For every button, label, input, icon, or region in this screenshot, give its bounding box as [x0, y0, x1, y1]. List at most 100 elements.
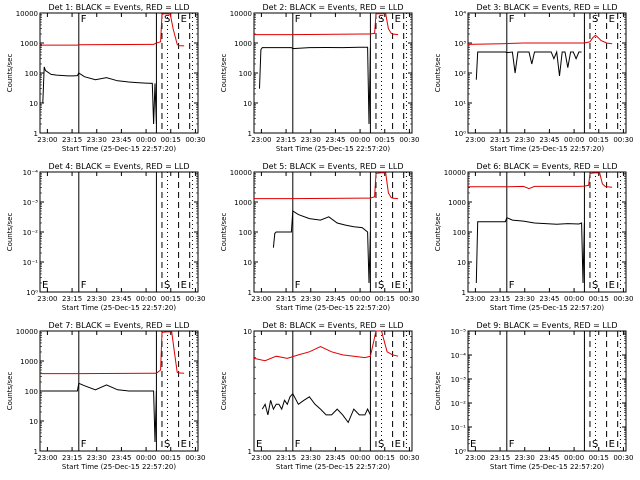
panel-title: Det 8: BLACK = Events, RED = LLD	[263, 321, 404, 330]
y-tick-label: 10⁻¹	[23, 259, 39, 267]
panel-title: Det 5: BLACK = Events, RED = LLD	[263, 162, 404, 171]
x-tick-label: 00:30	[399, 295, 419, 303]
x-tick-label: 23:00	[465, 295, 485, 303]
series-line-events	[272, 210, 371, 284]
y-tick-label: 10⁻²	[451, 400, 467, 408]
y-tick-label: 10⁻³	[23, 199, 39, 207]
x-tick-label: 23:30	[301, 295, 321, 303]
y-tick-label: 1000	[20, 40, 38, 48]
panel-det-4: Det 4: BLACK = Events, RED = LLD 10⁰ 10⁻¹ 1…	[6, 162, 206, 312]
x-tick-label: 23:15	[62, 295, 82, 303]
x-axis-label: Start Time (25-Dec-15 22:57:20)	[276, 463, 390, 471]
y-tick-label: 10¹	[454, 100, 466, 108]
marker-s: S	[378, 439, 384, 450]
x-tick-label: 00:00	[136, 295, 156, 303]
x-tick-label: 23:00	[251, 454, 271, 462]
y-tick-label: 1	[248, 448, 252, 456]
panel-title: Det 9: BLACK = Events, RED = LLD	[477, 321, 618, 330]
x-tick-label: 23:45	[539, 454, 559, 462]
y-axis-label: Counts/sec	[220, 213, 228, 252]
y-axis-label: Counts/sec	[434, 213, 442, 252]
panel-det-3: Det 3: BLACK = Events, RED = LLD 10⁰ 10¹ 10…	[434, 3, 634, 153]
x-tick-label: 23:00	[37, 295, 57, 303]
y-tick-label: 1	[248, 289, 252, 297]
panel-det-6: Det 6: BLACK = Events, RED = LLD 1 10 100 10…	[434, 162, 634, 312]
marker-e: E	[256, 439, 262, 450]
y-tick-label: 10⁻⁴	[23, 169, 39, 177]
marker-e: E	[181, 439, 187, 450]
panel-title: Det 2: BLACK = Events, RED = LLD	[263, 3, 404, 12]
marker-s: S	[592, 280, 598, 291]
x-tick-label: 00:30	[613, 295, 633, 303]
x-tick-label: 00:00	[136, 454, 156, 462]
y-tick-label: 1	[462, 289, 466, 297]
series-line-lld	[40, 13, 185, 47]
x-tick-label: 00:00	[350, 454, 370, 462]
x-tick-label: 23:45	[111, 295, 131, 303]
y-tick-label: 1000	[20, 358, 38, 366]
x-tick-label: 23:45	[325, 136, 345, 144]
x-tick-label: 00:15	[375, 136, 395, 144]
y-axis-label: Counts/sec	[434, 54, 442, 93]
marker-s: S	[592, 439, 598, 450]
marker-f: F	[509, 439, 515, 450]
y-tick-label: 10⁰	[454, 448, 466, 456]
y-tick-label: 10	[243, 328, 252, 336]
x-axis-label: Start Time (25-Dec-15 22:57:20)	[62, 463, 176, 471]
y-tick-label: 10⁴	[454, 10, 466, 18]
x-axis-label: Start Time (25-Dec-15 22:57:20)	[276, 145, 390, 153]
y-tick-label: 10000	[230, 169, 252, 177]
marker-f: F	[81, 439, 87, 450]
panel-title: Det 6: BLACK = Events, RED = LLD	[477, 162, 618, 171]
panel-det-5: Det 5: BLACK = Events, RED = LLD 1 10 100 10…	[220, 162, 420, 312]
y-tick-label: 10000	[16, 328, 38, 336]
panel-title: Det 4: BLACK = Events, RED = LLD	[49, 162, 190, 171]
x-tick-label: 23:00	[465, 454, 485, 462]
plot-frame	[39, 12, 199, 134]
x-tick-label: 23:45	[325, 454, 345, 462]
x-tick-label: 23:15	[62, 454, 82, 462]
y-axis-label: Counts/sec	[220, 54, 228, 93]
panel-det-1: Det 1: BLACK = Events, RED = LLD 1 10 100 10…	[6, 3, 206, 153]
x-tick-label: 23:45	[111, 136, 131, 144]
x-tick-label: 00:30	[185, 454, 205, 462]
marker-e: E	[181, 280, 187, 291]
y-tick-label: 100	[453, 229, 466, 237]
x-tick-label: 23:30	[515, 295, 535, 303]
panel-det-2: Det 2: BLACK = Events, RED = LLD 1 10 100 10…	[220, 3, 420, 153]
y-tick-label: 10000	[16, 10, 38, 18]
panel-det-7: Det 7: BLACK = Events, RED = LLD 1 10 100 10…	[6, 321, 206, 471]
x-tick-label: 00:30	[613, 136, 633, 144]
marker-e: E	[395, 14, 401, 25]
x-axis-label: Start Time (25-Dec-15 22:57:20)	[62, 304, 176, 312]
y-tick-label: 10	[29, 418, 38, 426]
y-tick-label: 1	[248, 130, 252, 138]
y-tick-label: 1000	[234, 199, 252, 207]
x-tick-label: 23:15	[276, 295, 296, 303]
series-line-events	[475, 217, 585, 284]
x-tick-label: 23:15	[276, 136, 296, 144]
marker-e: E	[609, 439, 615, 450]
x-tick-label: 23:15	[490, 136, 510, 144]
x-tick-label: 23:30	[87, 295, 107, 303]
y-axis-label: Counts/sec	[6, 54, 14, 93]
x-tick-label: 00:00	[564, 454, 584, 462]
x-tick-label: 00:15	[375, 295, 395, 303]
x-tick-label: 00:00	[350, 295, 370, 303]
x-tick-label: 00:00	[564, 295, 584, 303]
marker-s: S	[378, 14, 384, 25]
panel-det-8: Det 8: BLACK = Events, RED = LLD 1 10 Count…	[220, 321, 420, 471]
y-tick-label: 10³	[454, 40, 466, 48]
y-tick-label: 10000	[230, 10, 252, 18]
marker-f: F	[509, 14, 515, 25]
panel-title: Det 3: BLACK = Events, RED = LLD	[477, 3, 618, 12]
x-tick-label: 23:00	[251, 136, 271, 144]
series-line-lld	[468, 172, 613, 190]
y-tick-label: 100	[25, 70, 38, 78]
series-line-lld	[40, 331, 185, 375]
x-tick-label: 00:15	[589, 295, 609, 303]
y-tick-label: 1	[34, 130, 38, 138]
x-tick-label: 23:45	[325, 295, 345, 303]
x-tick-label: 00:30	[185, 295, 205, 303]
